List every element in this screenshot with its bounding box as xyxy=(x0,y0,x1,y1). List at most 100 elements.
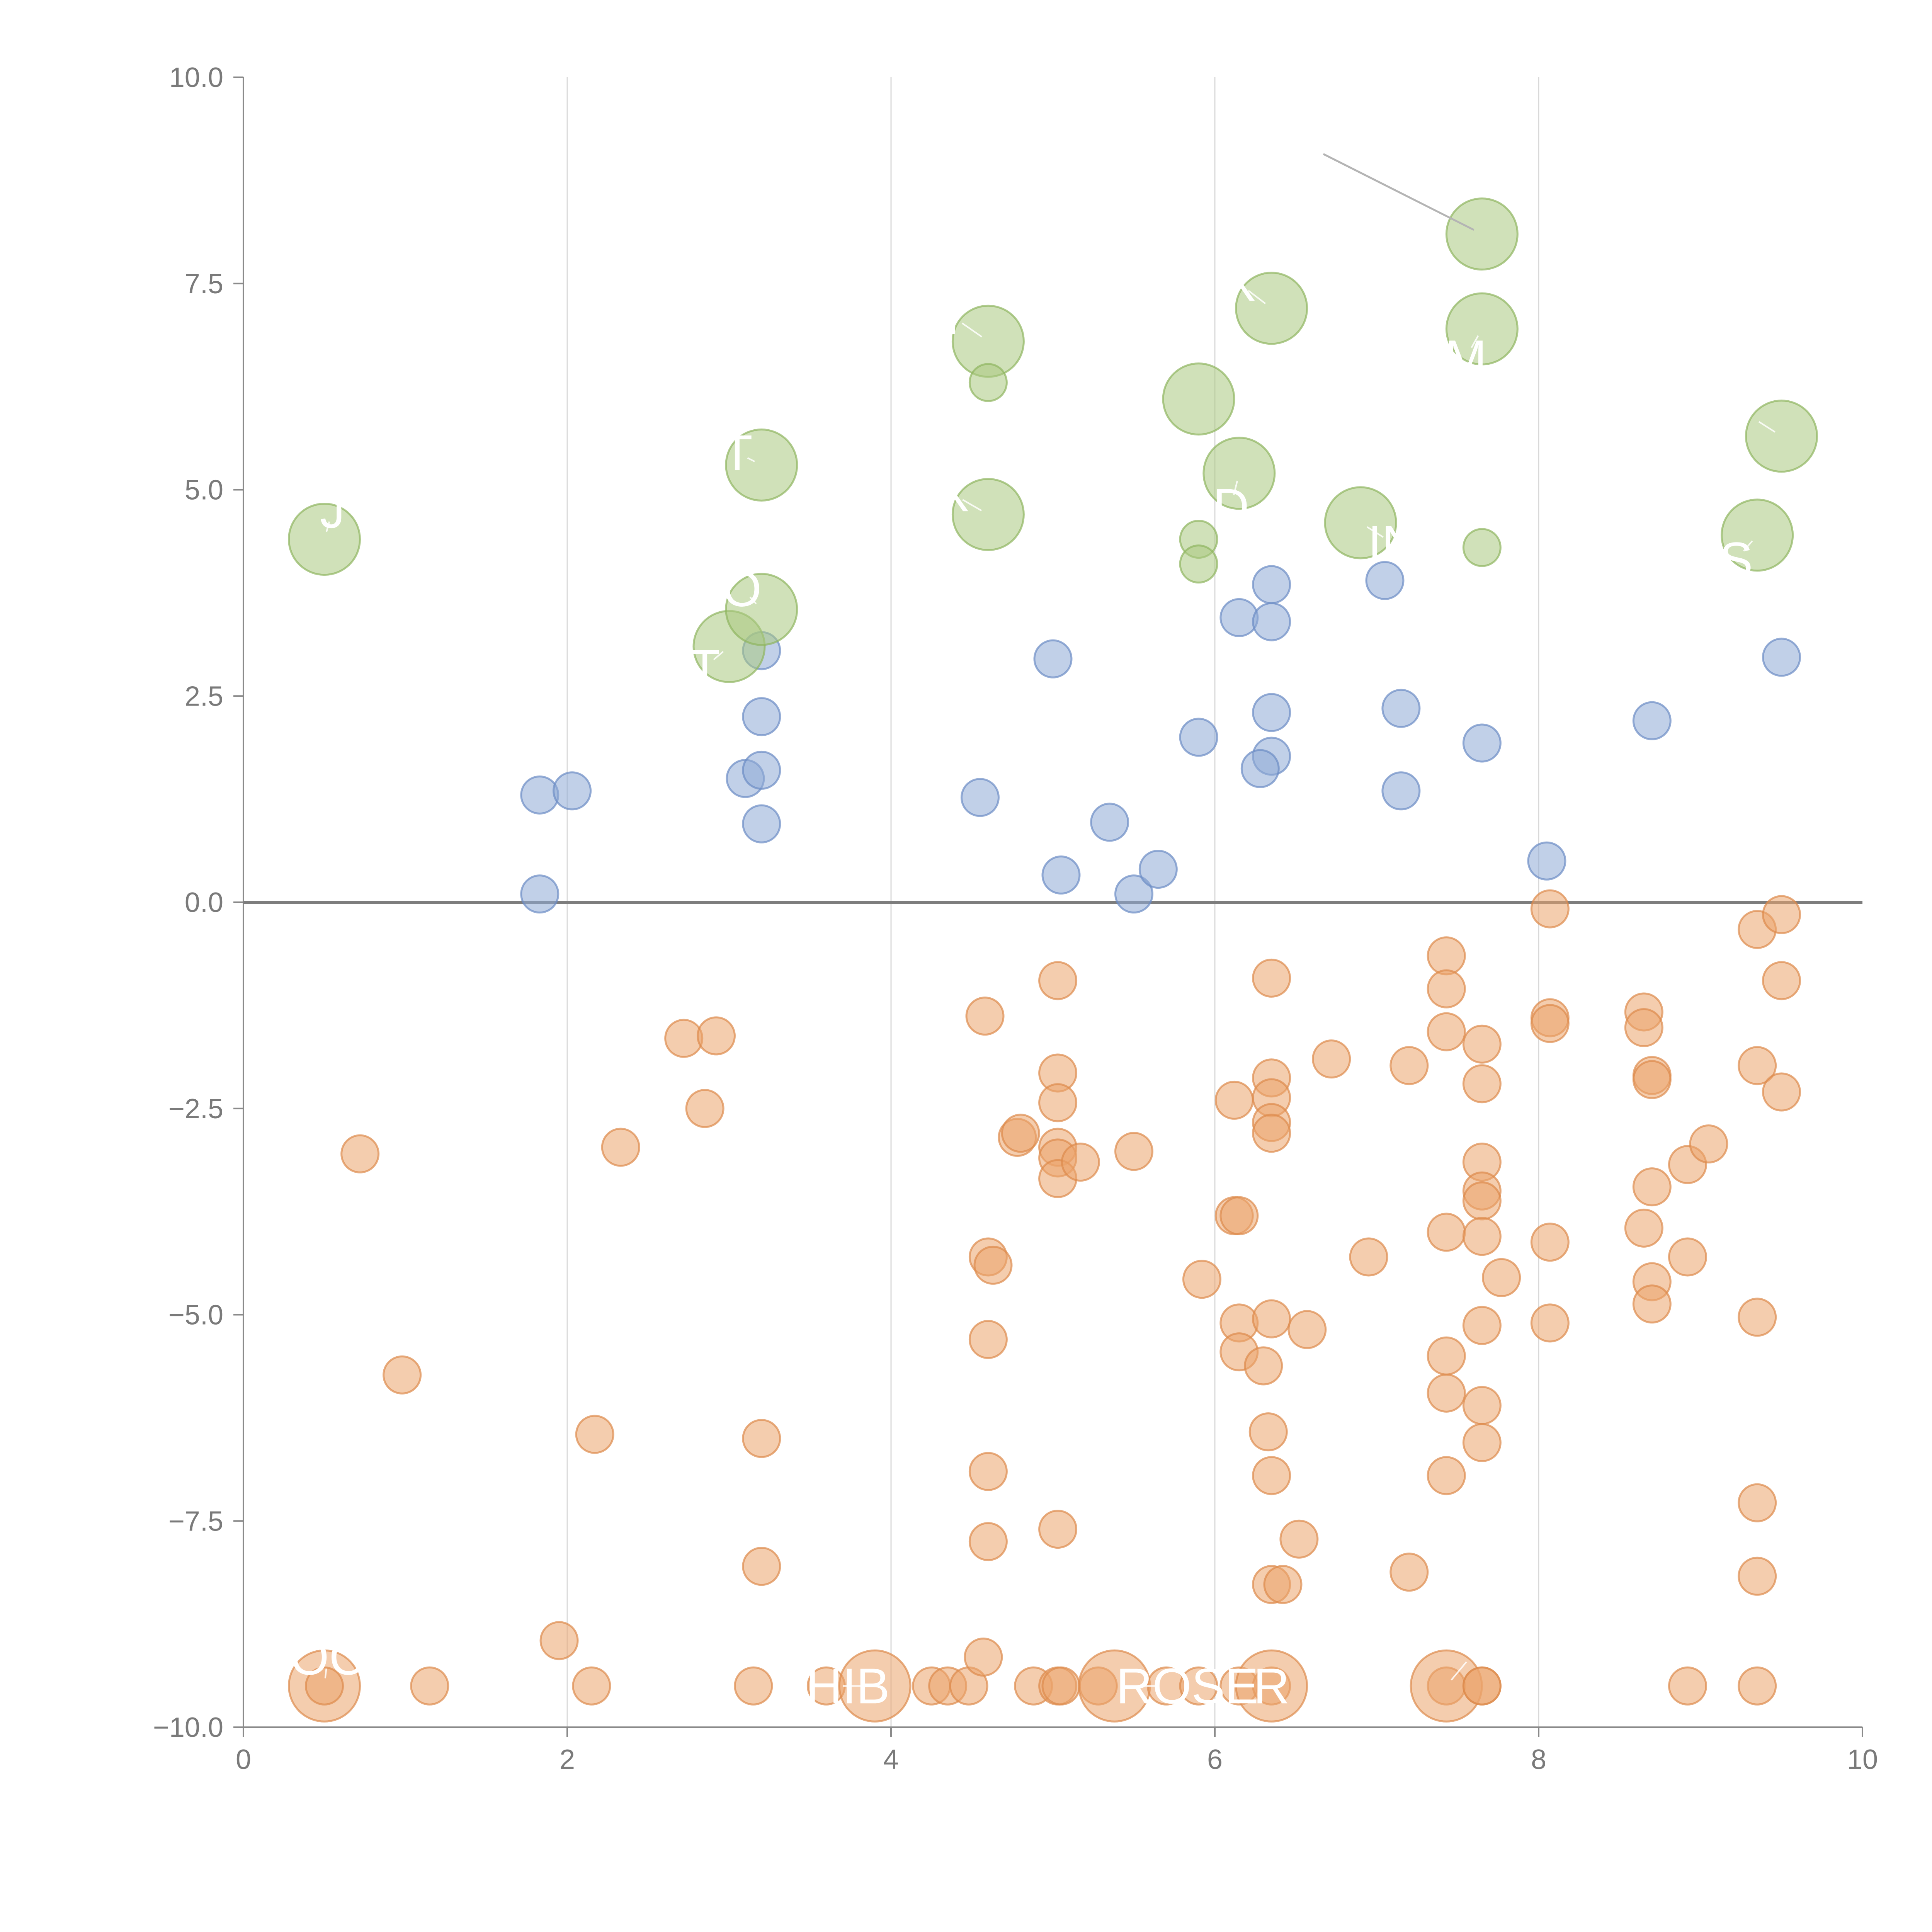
x-tick-label: 0 xyxy=(236,1744,251,1775)
y-tick-label: 10.0 xyxy=(169,62,223,93)
orange-point xyxy=(1179,1666,1218,1706)
bubble-annotation-label: R xyxy=(1253,1658,1290,1714)
bubble-annotation-label: SHIB xyxy=(772,1658,889,1714)
orange-point xyxy=(1462,1306,1502,1345)
orange-point xyxy=(1252,1114,1291,1153)
annotation-leader xyxy=(962,499,982,512)
orange-point xyxy=(1462,1024,1502,1064)
green-point xyxy=(288,503,361,576)
x-tick-label: 10 xyxy=(1847,1744,1878,1775)
annotation-leader xyxy=(1471,335,1479,348)
blue-point xyxy=(1365,561,1405,600)
green-point xyxy=(1445,292,1519,366)
orange-point xyxy=(1244,1346,1283,1386)
orange-point xyxy=(1738,1483,1777,1522)
blue-point xyxy=(1041,855,1081,895)
blue-point xyxy=(1033,639,1073,679)
orange-point xyxy=(664,1019,704,1058)
orange-point xyxy=(965,997,1005,1036)
x-tick-label: 8 xyxy=(1531,1744,1546,1775)
orange-point xyxy=(696,1016,736,1056)
orange-point xyxy=(1462,1386,1502,1425)
orange-point xyxy=(601,1128,640,1167)
y-tick-label: −7.5 xyxy=(168,1506,223,1537)
annotation-leader xyxy=(713,651,724,660)
orange-point xyxy=(539,1621,579,1660)
y-tick-label: −2.5 xyxy=(168,1094,223,1124)
orange-point xyxy=(1235,1649,1308,1723)
blue-point xyxy=(1219,598,1259,637)
orange-point xyxy=(1762,1072,1801,1112)
annotation-leader xyxy=(1451,1661,1467,1681)
bubble-annotation-label: OC xyxy=(290,1629,365,1685)
blue-point xyxy=(1632,701,1672,740)
orange-point xyxy=(1668,1237,1707,1277)
blue-point xyxy=(520,874,560,914)
orange-point xyxy=(1738,1666,1777,1706)
green-point xyxy=(968,363,1008,402)
orange-point xyxy=(1530,889,1570,929)
y-tick-label: 0.0 xyxy=(185,887,223,918)
orange-point xyxy=(1248,1412,1288,1452)
orange-point xyxy=(1624,1208,1663,1248)
x-tick-label: 6 xyxy=(1207,1744,1223,1775)
y-tick-label: −5.0 xyxy=(168,1300,223,1331)
y-tick-label: 7.5 xyxy=(185,269,223,299)
green-point xyxy=(1162,362,1235,436)
green-point xyxy=(1445,197,1519,271)
blue-point xyxy=(1252,565,1291,604)
annotation-leader xyxy=(1743,540,1753,552)
blue-point xyxy=(1252,693,1291,732)
orange-point xyxy=(1427,1456,1466,1495)
orange-point xyxy=(968,1452,1008,1491)
orange-point xyxy=(1001,1114,1040,1153)
bubble-annotation-label: IN xyxy=(1368,515,1418,571)
orange-point xyxy=(410,1666,449,1706)
bubble-annotation-label: M xyxy=(1445,330,1486,386)
orange-point xyxy=(1668,1666,1707,1706)
orange-point xyxy=(305,1666,344,1706)
blue-point xyxy=(1090,803,1129,842)
bubble-annotation-label: T xyxy=(689,639,720,696)
bubble-annotation-label: ROSE xyxy=(1116,1658,1259,1714)
orange-point xyxy=(968,1320,1008,1359)
orange-point xyxy=(973,1245,1013,1285)
green-point xyxy=(1179,544,1218,584)
annotation-leader xyxy=(325,521,330,532)
green-point xyxy=(725,428,798,502)
blue-point xyxy=(742,697,781,736)
orange-point xyxy=(1427,1213,1466,1252)
green-point xyxy=(1324,486,1397,560)
blue-point xyxy=(1762,638,1801,677)
blue-point xyxy=(1114,874,1153,914)
bubble-annotation-label: T xyxy=(722,424,752,481)
blue-point xyxy=(1179,718,1218,757)
annotation-leader xyxy=(961,322,983,338)
orange-point xyxy=(1252,1299,1291,1338)
orange-point xyxy=(838,1649,912,1723)
annotation-leader xyxy=(1366,526,1384,538)
orange-point xyxy=(340,1134,380,1173)
orange-point xyxy=(1389,1553,1429,1592)
orange-point xyxy=(1738,1298,1777,1337)
orange-point xyxy=(1624,1008,1663,1048)
orange-point xyxy=(1114,1132,1153,1171)
bubble-annotation-label: I xyxy=(946,288,959,345)
orange-point xyxy=(1482,1258,1521,1297)
orange-point xyxy=(1427,1373,1466,1413)
annotation-leader xyxy=(1233,480,1238,495)
orange-point xyxy=(685,1089,724,1128)
orange-point xyxy=(1038,1510,1078,1549)
green-point xyxy=(1202,437,1276,510)
bubble-annotation-label: D xyxy=(1213,478,1249,534)
blue-point xyxy=(742,750,781,790)
blue-point xyxy=(520,775,560,815)
annotation-leader xyxy=(1248,290,1266,304)
blue-point xyxy=(1381,771,1421,811)
y-tick-label: 2.5 xyxy=(185,681,223,712)
orange-point xyxy=(572,1666,611,1706)
orange-point xyxy=(742,1547,781,1586)
green-point xyxy=(725,573,798,646)
